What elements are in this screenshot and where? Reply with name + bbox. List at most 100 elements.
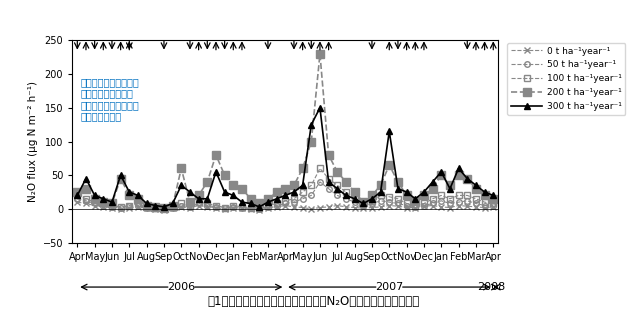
200 t ha⁻¹year⁻¹ [307,140,315,143]
300 t ha⁻¹year⁻¹ [195,197,203,201]
100 t ha⁻¹year⁻¹ [472,197,480,201]
0 t ha⁻¹year⁻¹ [204,205,211,209]
0 t ha⁻¹year⁻¹ [368,206,376,209]
200 t ha⁻¹year⁻¹ [161,206,168,209]
0 t ha⁻¹year⁻¹ [359,207,367,210]
100 t ha⁻¹year⁻¹ [204,202,211,205]
50 t ha⁻¹year⁻¹ [316,180,324,184]
50 t ha⁻¹year⁻¹ [100,204,107,207]
200 t ha⁻¹year⁻¹ [403,193,410,197]
100 t ha⁻¹year⁻¹ [100,202,107,205]
50 t ha⁻¹year⁻¹ [463,199,471,203]
200 t ha⁻¹year⁻¹ [316,52,324,56]
300 t ha⁻¹year⁻¹ [411,197,419,201]
200 t ha⁻¹year⁻¹ [411,199,419,203]
50 t ha⁻¹year⁻¹ [351,200,359,204]
0 t ha⁻¹year⁻¹ [186,206,194,209]
300 t ha⁻¹year⁻¹ [247,202,255,205]
300 t ha⁻¹year⁻¹ [490,193,497,197]
200 t ha⁻¹year⁻¹ [455,173,462,177]
100 t ha⁻¹year⁻¹ [325,177,332,180]
50 t ha⁻¹year⁻¹ [221,207,228,210]
100 t ha⁻¹year⁻¹ [117,205,124,209]
300 t ha⁻¹year⁻¹ [438,170,445,174]
50 t ha⁻¹year⁻¹ [472,202,480,205]
0 t ha⁻¹year⁻¹ [386,204,393,207]
0 t ha⁻¹year⁻¹ [438,205,445,209]
200 t ha⁻¹year⁻¹ [100,200,107,204]
100 t ha⁻¹year⁻¹ [282,199,289,203]
50 t ha⁻¹year⁻¹ [273,204,280,207]
100 t ha⁻¹year⁻¹ [490,202,497,205]
200 t ha⁻¹year⁻¹ [490,197,497,201]
0 t ha⁻¹year⁻¹ [429,204,436,207]
0 t ha⁻¹year⁻¹ [342,205,350,209]
Text: 図1　堆肘散布量が異なる草地からのN₂Oフラックスの季節変化: 図1 堆肘散布量が異なる草地からのN₂Oフラックスの季節変化 [208,295,419,308]
100 t ha⁻¹year⁻¹ [212,204,219,207]
100 t ha⁻¹year⁻¹ [73,193,81,197]
300 t ha⁻¹year⁻¹ [125,190,133,194]
0 t ha⁻¹year⁻¹ [229,206,237,209]
0 t ha⁻¹year⁻¹ [307,207,315,211]
100 t ha⁻¹year⁻¹ [342,190,350,194]
300 t ha⁻¹year⁻¹ [446,187,454,191]
0 t ha⁻¹year⁻¹ [247,207,255,211]
100 t ha⁻¹year⁻¹ [377,193,384,197]
300 t ha⁻¹year⁻¹ [100,197,107,201]
300 t ha⁻¹year⁻¹ [299,183,307,187]
200 t ha⁻¹year⁻¹ [82,187,90,191]
50 t ha⁻¹year⁻¹ [377,199,384,203]
200 t ha⁻¹year⁻¹ [238,187,246,191]
50 t ha⁻¹year⁻¹ [403,204,410,207]
0 t ha⁻¹year⁻¹ [100,205,107,209]
0 t ha⁻¹year⁻¹ [238,207,246,210]
200 t ha⁻¹year⁻¹ [299,167,307,170]
300 t ha⁻¹year⁻¹ [403,190,410,194]
300 t ha⁻¹year⁻¹ [264,200,271,204]
100 t ha⁻¹year⁻¹ [463,193,471,197]
200 t ha⁻¹year⁻¹ [247,197,255,201]
300 t ha⁻¹year⁻¹ [161,205,168,209]
200 t ha⁻¹year⁻¹ [134,197,142,201]
300 t ha⁻¹year⁻¹ [204,197,211,201]
50 t ha⁻¹year⁻¹ [394,202,402,205]
0 t ha⁻¹year⁻¹ [446,206,454,209]
300 t ha⁻¹year⁻¹ [134,193,142,197]
50 t ha⁻¹year⁻¹ [169,206,176,209]
100 t ha⁻¹year⁻¹ [446,197,454,201]
300 t ha⁻¹year⁻¹ [368,197,376,201]
200 t ha⁻¹year⁻¹ [282,187,289,191]
50 t ha⁻¹year⁻¹ [125,204,133,208]
200 t ha⁻¹year⁻¹ [377,183,384,187]
Text: 2006: 2006 [167,282,196,292]
200 t ha⁻¹year⁻¹ [472,187,480,191]
0 t ha⁻¹year⁻¹ [394,204,402,208]
200 t ha⁻¹year⁻¹ [143,204,150,207]
0 t ha⁻¹year⁻¹ [472,205,480,209]
300 t ha⁻¹year⁻¹ [463,177,471,180]
0 t ha⁻¹year⁻¹ [411,206,419,209]
200 t ha⁻¹year⁻¹ [351,190,359,194]
200 t ha⁻¹year⁻¹ [169,204,176,207]
100 t ha⁻¹year⁻¹ [359,202,367,205]
200 t ha⁻¹year⁻¹ [273,190,280,194]
50 t ha⁻¹year⁻¹ [161,207,168,211]
50 t ha⁻¹year⁻¹ [195,202,203,205]
100 t ha⁻¹year⁻¹ [82,197,90,201]
50 t ha⁻¹year⁻¹ [481,204,488,207]
300 t ha⁻¹year⁻¹ [290,190,298,194]
Line: 200 t ha⁻¹year⁻¹: 200 t ha⁻¹year⁻¹ [73,50,497,212]
100 t ha⁻¹year⁻¹ [91,200,98,204]
200 t ha⁻¹year⁻¹ [481,193,488,197]
100 t ha⁻¹year⁻¹ [334,183,341,187]
200 t ha⁻¹year⁻¹ [438,173,445,177]
0 t ha⁻¹year⁻¹ [403,206,410,209]
50 t ha⁻¹year⁻¹ [108,205,116,209]
100 t ha⁻¹year⁻¹ [152,206,159,209]
50 t ha⁻¹year⁻¹ [264,205,271,209]
50 t ha⁻¹year⁻¹ [307,193,315,197]
300 t ha⁻¹year⁻¹ [455,167,462,170]
300 t ha⁻¹year⁻¹ [394,187,402,191]
100 t ha⁻¹year⁻¹ [256,207,263,210]
0 t ha⁻¹year⁻¹ [420,204,428,208]
